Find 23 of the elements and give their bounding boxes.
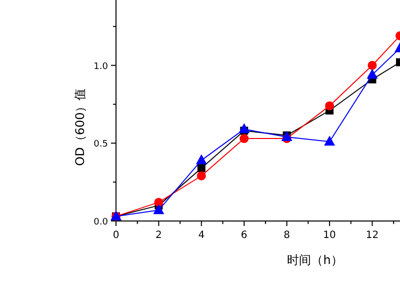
y-axis-title: OD（600）值 <box>73 88 87 166</box>
point <box>325 101 334 110</box>
point <box>368 60 377 70</box>
point <box>153 204 164 214</box>
point <box>154 198 164 207</box>
point <box>197 164 206 172</box>
point <box>238 123 250 134</box>
x-tick-label: 0 <box>112 230 120 241</box>
y-tick-label: 1.0 <box>94 62 108 72</box>
point <box>196 171 206 180</box>
point <box>240 134 249 144</box>
x-axis-title: 时间（h） <box>287 253 343 267</box>
x-tick-label: 2 <box>156 230 162 241</box>
y-tick-label: 0.0 <box>94 218 108 228</box>
x-tick-label: 4 <box>198 230 205 241</box>
point <box>196 154 207 164</box>
y-tick-label: 0.5 <box>94 140 108 150</box>
x-tick-label: 12 <box>366 230 379 241</box>
x-tick-label: 8 <box>284 230 290 241</box>
x-tick-label: 10 <box>323 230 336 241</box>
x-tick-label: 6 <box>240 230 248 241</box>
point <box>324 136 336 146</box>
point <box>366 68 378 79</box>
